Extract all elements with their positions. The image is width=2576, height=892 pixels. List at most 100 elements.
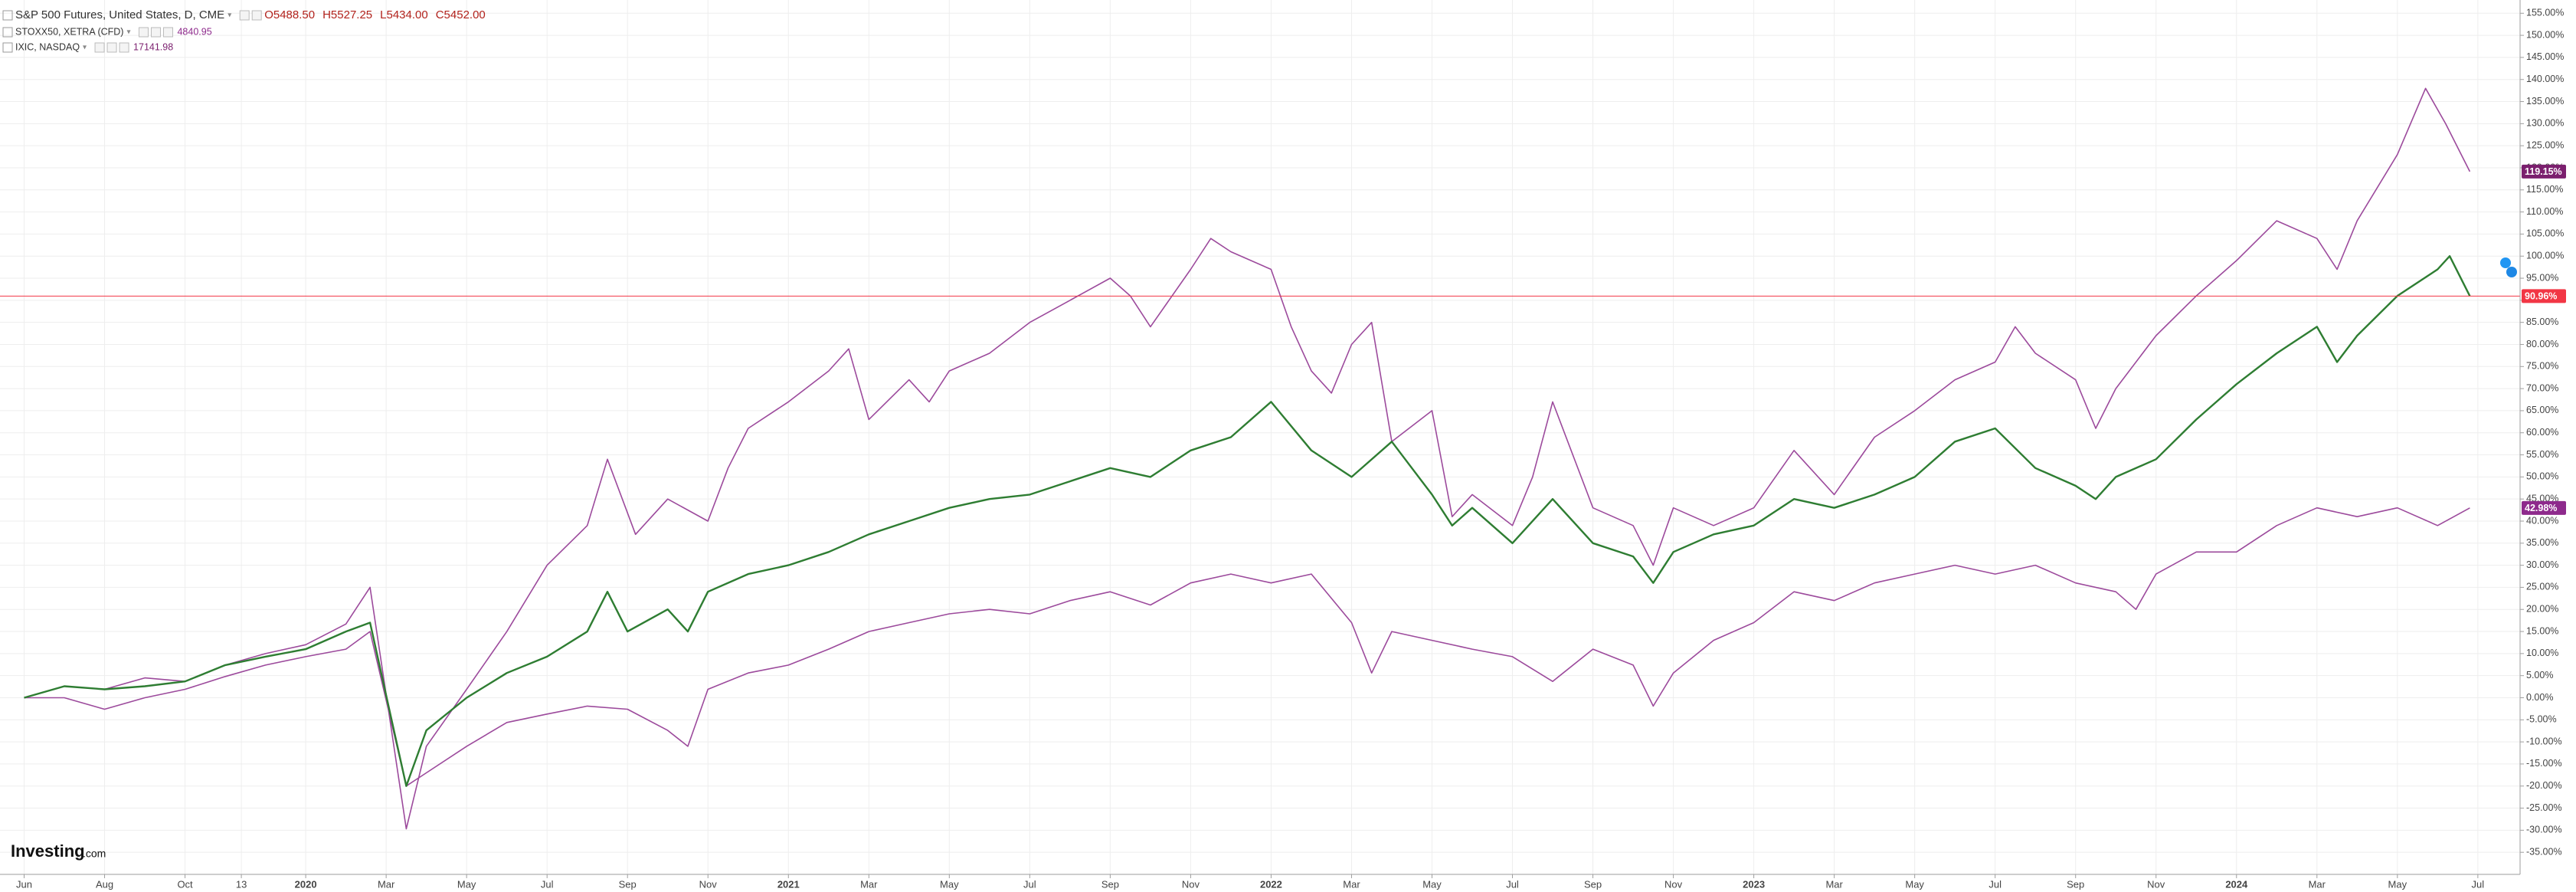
y-tick-label: 60.00%: [2526, 427, 2558, 438]
x-tick-label: Jul: [1506, 878, 1519, 890]
legend-button[interactable]: [150, 27, 161, 38]
x-tick-label: Mar: [378, 878, 395, 890]
y-tick-label: 65.00%: [2526, 405, 2558, 415]
y-tick-label: 15.00%: [2526, 625, 2558, 636]
legend-caret: ▾: [83, 44, 87, 52]
y-tick-label: 100.00%: [2526, 251, 2564, 261]
y-tick-label: 155.00%: [2526, 8, 2564, 18]
legend-button[interactable]: [162, 27, 173, 38]
y-tick-label: 130.00%: [2526, 118, 2564, 129]
y-tick-label: 10.00%: [2526, 648, 2558, 658]
x-tick-label: Jul: [1023, 878, 1036, 890]
legend-quote: C5452.00: [436, 8, 486, 21]
y-tick-label: 80.00%: [2526, 339, 2558, 349]
y-tick-label: 5.00%: [2526, 670, 2553, 680]
event-marker[interactable]: [2500, 257, 2511, 268]
x-tick-label: Sep: [1584, 878, 1602, 890]
x-tick-label: Mar: [1343, 878, 1360, 890]
x-tick-label: Aug: [96, 878, 113, 890]
x-tick-label: Jul: [1988, 878, 2002, 890]
x-tick-label: Nov: [699, 878, 718, 890]
legend-toggle[interactable]: [2, 10, 13, 21]
y-tick-label: 85.00%: [2526, 316, 2558, 327]
legend: S&P 500 Futures, United States, D, CME ▾ O…: [2, 8, 486, 53]
y-tick-label: 105.00%: [2526, 228, 2564, 239]
x-tick-label: Mar: [2309, 878, 2326, 890]
legend-name: STOXX50, XETRA (CFD): [15, 26, 123, 37]
x-tick-label: 2020: [295, 878, 317, 890]
x-tick-label: 2023: [1743, 878, 1765, 890]
x-tick-label: Oct: [177, 878, 193, 890]
legend-button[interactable]: [106, 42, 117, 53]
legend-last: 17141.98: [133, 41, 173, 52]
y-tick-label: 145.00%: [2526, 51, 2564, 62]
last-value-badge: [2522, 500, 2566, 515]
y-tick-label: 70.00%: [2526, 382, 2558, 393]
legend-button[interactable]: [119, 42, 129, 53]
legend-toggle[interactable]: [2, 27, 13, 38]
x-tick-label: May: [1905, 878, 1924, 890]
x-tick-label: 2024: [2225, 878, 2248, 890]
last-value-label: 119.15%: [2525, 166, 2562, 177]
y-tick-label: 140.00%: [2526, 74, 2564, 84]
x-tick-label: Sep: [2067, 878, 2084, 890]
x-tick-label: Jun: [16, 878, 32, 890]
x-tick-label: Nov: [1182, 878, 1200, 890]
y-tick-label: 125.00%: [2526, 139, 2564, 150]
logo-text: Investing: [11, 841, 85, 861]
x-tick-label: Mar: [1825, 878, 1843, 890]
y-tick-label: 20.00%: [2526, 604, 2558, 615]
legend-quote: O5488.50: [264, 8, 315, 21]
y-tick-label: 95.00%: [2526, 272, 2558, 283]
legend-caret: ▾: [227, 11, 231, 20]
y-tick-label: 115.00%: [2526, 184, 2563, 195]
x-tick-label: May: [457, 878, 476, 890]
x-tick-label: 13: [236, 878, 247, 890]
series-line: [24, 255, 2471, 787]
y-tick-label: 135.00%: [2526, 96, 2564, 107]
legend-caret: ▾: [126, 28, 130, 37]
axes: -35.00% -30.00% -25.00% -20.00% -15.00% -10.0…: [16, 8, 2566, 890]
legend-name: S&P 500 Futures, United States, D, CME: [15, 8, 224, 21]
y-tick-label: 75.00%: [2526, 361, 2558, 372]
y-tick-label: 150.00%: [2526, 29, 2564, 40]
y-tick-label: 55.00%: [2526, 449, 2558, 460]
y-tick-label: -5.00%: [2526, 714, 2557, 725]
x-tick-label: May: [1422, 878, 1442, 890]
y-tick-label: -30.00%: [2526, 825, 2562, 835]
legend-button[interactable]: [239, 10, 250, 21]
legend-toggle[interactable]: [2, 42, 13, 53]
last-value-label: 42.98%: [2525, 503, 2557, 513]
x-tick-label: Sep: [619, 878, 637, 890]
y-tick-label: 25.00%: [2526, 582, 2558, 592]
y-tick-label: -15.00%: [2526, 758, 2562, 769]
x-tick-label: Mar: [860, 878, 878, 890]
legend-button[interactable]: [251, 10, 262, 21]
y-tick-label: 0.00%: [2526, 692, 2553, 703]
y-tick-label: 30.00%: [2526, 559, 2558, 570]
legend-button[interactable]: [138, 27, 149, 38]
y-tick-label: -25.00%: [2526, 802, 2562, 813]
y-tick-label: -10.00%: [2526, 736, 2562, 746]
x-tick-label: Nov: [1664, 878, 1683, 890]
x-tick-label: Sep: [1101, 878, 1119, 890]
x-tick-label: Jul: [2472, 878, 2485, 890]
y-tick-label: 40.00%: [2526, 515, 2558, 526]
legend-last: 4840.95: [177, 26, 211, 37]
last-value-label: 90.96%: [2525, 291, 2557, 302]
y-tick-label: -35.00%: [2526, 846, 2562, 857]
legend-name: IXIC, NASDAQ: [15, 41, 80, 52]
last-value-badge: [2522, 164, 2566, 179]
event-marker[interactable]: [2506, 267, 2517, 277]
y-tick-label: 35.00%: [2526, 537, 2558, 548]
legend-button[interactable]: [94, 42, 105, 53]
x-tick-label: May: [940, 878, 959, 890]
x-tick-label: 2022: [1260, 878, 1282, 890]
series-line: [24, 87, 2471, 830]
plot-lines: [0, 87, 2520, 830]
x-tick-label: May: [2388, 878, 2407, 890]
legend-quote: L5434.00: [380, 8, 428, 21]
last-value-badge: [2522, 289, 2566, 303]
